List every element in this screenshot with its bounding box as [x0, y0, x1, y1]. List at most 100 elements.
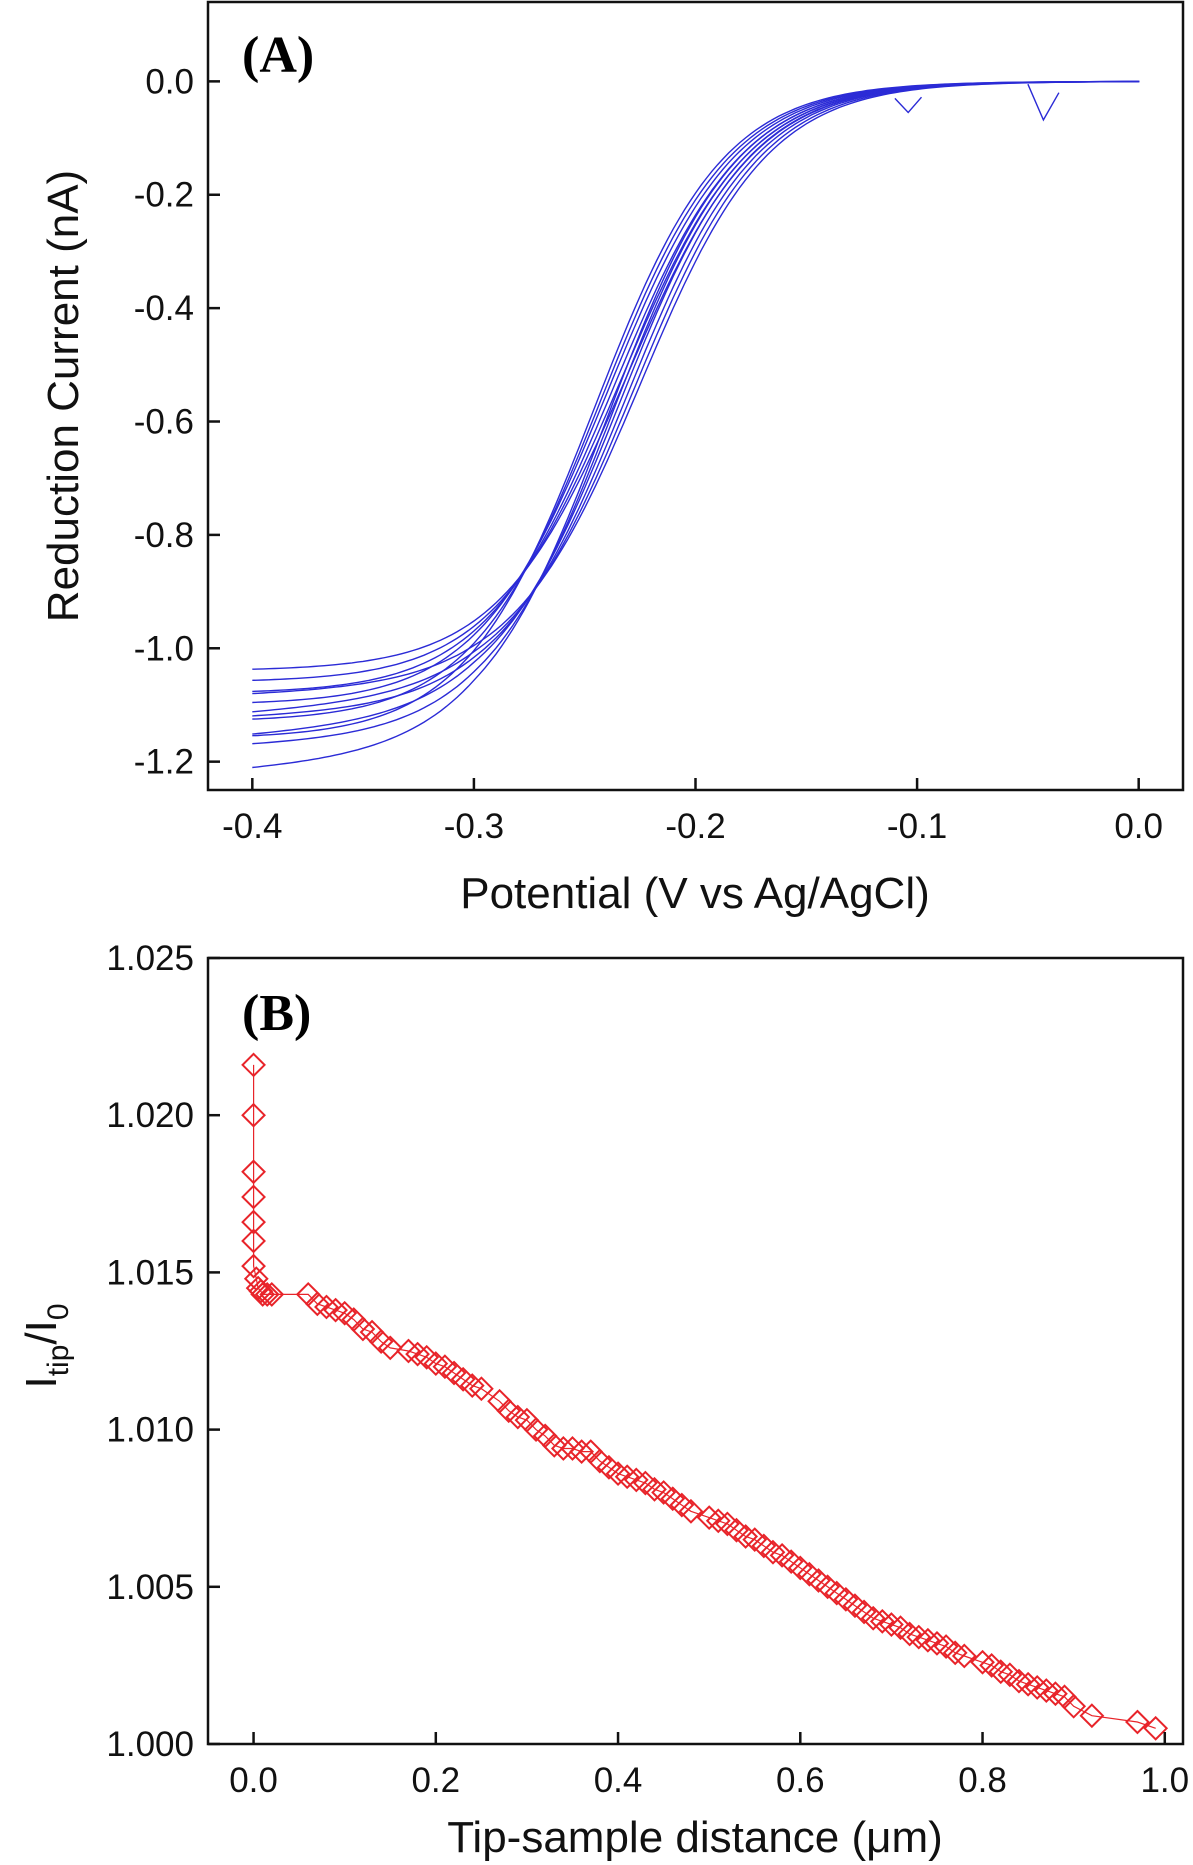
- y-tick-label: 1.005: [106, 1568, 194, 1607]
- y-title-sub-zero: 0: [42, 1303, 75, 1320]
- voltammogram-cycle-1: [252, 80, 1139, 695]
- y-tick-label: -1.2: [134, 743, 194, 782]
- panel-a-label: (A): [242, 27, 314, 84]
- x-tick-label: 0.8: [958, 1761, 1007, 1800]
- data-point: [878, 1612, 904, 1637]
- data-point: [314, 1294, 339, 1320]
- y-tick-label: -1.0: [134, 629, 194, 668]
- data-point: [678, 1498, 704, 1524]
- voltammogram-cycle-3: [252, 80, 1140, 717]
- panel-b-y-axis-title: Itip/I0: [17, 1303, 75, 1388]
- data-point: [259, 1281, 285, 1307]
- data-point: [405, 1341, 430, 1367]
- data-point: [396, 1338, 421, 1364]
- data-point: [988, 1659, 1014, 1685]
- y-tick-label: -0.4: [134, 289, 194, 328]
- data-point: [869, 1608, 895, 1634]
- voltammogram-cycle-4: [252, 80, 1140, 735]
- x-tick-label: 0.4: [594, 1761, 643, 1800]
- y-title-slash-i: /I: [17, 1320, 66, 1344]
- y-tick-label: -0.2: [134, 176, 194, 215]
- data-point: [304, 1291, 330, 1317]
- data-point: [970, 1649, 995, 1675]
- data-point: [705, 1508, 731, 1534]
- y-tick-label: 1.000: [106, 1725, 194, 1764]
- data-point: [241, 1209, 266, 1235]
- y-tick-label: 1.015: [106, 1253, 194, 1292]
- panel-a-plot-frame: [206, 0, 1185, 792]
- y-tick-label: -0.6: [134, 403, 194, 442]
- y-title-i: I: [17, 1376, 66, 1388]
- data-point: [377, 1335, 403, 1361]
- y-tick-label: 1.025: [106, 939, 194, 978]
- data-point: [541, 1432, 567, 1458]
- panel-b-label: (B): [242, 985, 311, 1042]
- panel-a-x-ticks: -0.4 -0.3 -0.2 -0.1 0.0: [222, 778, 1163, 846]
- data-point: [468, 1376, 494, 1402]
- y-tick-label: 0.0: [145, 62, 194, 101]
- panel-b-y-ticks: 1.000 1.005 1.010 1.015 1.020 1.025: [106, 939, 220, 1764]
- data-point: [642, 1476, 667, 1502]
- trend-line: [253, 1064, 1156, 1729]
- data-point: [1006, 1668, 1032, 1694]
- data-point: [1061, 1693, 1087, 1719]
- panel-a-y-axis-title: Reduction Current (nA): [39, 170, 88, 622]
- x-tick-label: 0.0: [1114, 807, 1163, 846]
- x-tick-label: 0.6: [776, 1761, 825, 1800]
- data-point: [1015, 1671, 1041, 1697]
- panel-a-x-axis-title: Potential (V vs Ag/AgCl): [460, 869, 930, 918]
- data-point: [241, 1159, 266, 1185]
- voltammogram-glitch: [894, 83, 1060, 122]
- data-point: [897, 1621, 923, 1647]
- data-point: [241, 1102, 266, 1128]
- data-point: [1079, 1703, 1105, 1729]
- data-point: [1125, 1709, 1150, 1735]
- data-point: [550, 1436, 576, 1461]
- voltammogram-cycle-2: [252, 80, 1139, 713]
- y-tick-label: 1.010: [106, 1411, 194, 1450]
- y-title-sub-tip: tip: [42, 1345, 75, 1377]
- panel-b-x-ticks: 0.0 0.2 0.4 0.6 0.8 1.0: [229, 1732, 1189, 1800]
- y-tick-label: -0.8: [134, 516, 194, 555]
- panel-a-chart: -0.4 -0.3 -0.2 -0.1 0.0 0.0 -0.2 -0.4 -0.6 -0.8 -…: [39, 0, 1185, 918]
- data-point: [1033, 1678, 1059, 1703]
- panel-b-trend-line: [253, 1064, 1156, 1729]
- data-point: [459, 1373, 485, 1398]
- panel-b-x-axis-title: Tip-sample distance (μm): [447, 1813, 943, 1862]
- data-point: [924, 1630, 950, 1656]
- data-point: [241, 1052, 266, 1078]
- panel-a-y-ticks: 0.0 -0.2 -0.4 -0.6 -0.8 -1.0 -1.2: [134, 62, 220, 782]
- data-point: [696, 1505, 722, 1531]
- panel-b-chart: 0.0 0.2 0.4 0.6 0.8 1.0 1.0001.0051.0101.0151…: [17, 939, 1189, 1862]
- voltammogram-cycle-6: [252, 80, 1139, 769]
- data-point: [323, 1297, 348, 1323]
- data-point: [241, 1253, 266, 1279]
- y-tick-label: 1.020: [106, 1096, 194, 1135]
- data-point: [733, 1524, 759, 1549]
- data-point: [860, 1605, 886, 1631]
- x-tick-label: -0.1: [887, 807, 947, 846]
- data-point: [254, 1281, 280, 1307]
- data-point: [915, 1627, 941, 1653]
- data-point: [1043, 1681, 1068, 1707]
- data-point: [760, 1539, 786, 1565]
- data-point: [241, 1228, 266, 1254]
- x-tick-label: 0.0: [229, 1761, 278, 1800]
- x-tick-label: 0.2: [411, 1761, 460, 1800]
- data-point: [569, 1439, 595, 1465]
- data-point: [250, 1281, 276, 1307]
- panel-b-plot-frame: [206, 956, 1185, 1746]
- data-point: [605, 1461, 631, 1487]
- data-point: [951, 1643, 977, 1669]
- voltammogram-cycle-5: [252, 80, 1140, 745]
- data-point: [350, 1316, 376, 1342]
- panel-a-curves: [252, 80, 1140, 769]
- data-point: [1143, 1715, 1169, 1741]
- data-point: [423, 1351, 449, 1376]
- data-point: [623, 1467, 649, 1493]
- data-point: [505, 1404, 531, 1430]
- x-tick-label: -0.4: [222, 807, 282, 846]
- data-point: [241, 1184, 266, 1210]
- panel-b-points: [241, 1052, 1169, 1741]
